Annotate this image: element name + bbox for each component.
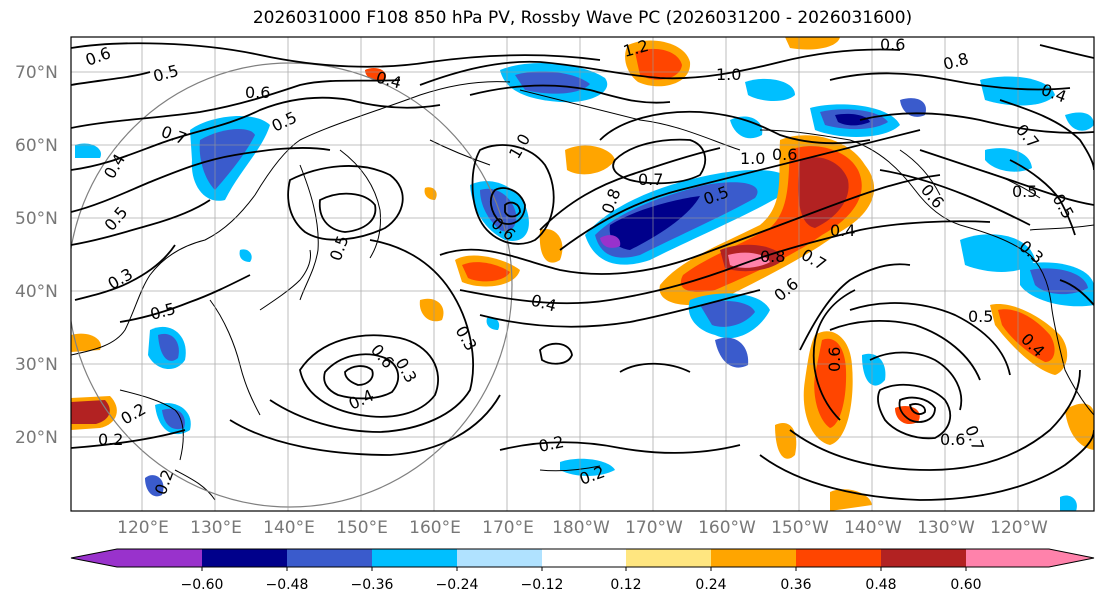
latitude-axis: 70°N 60°N 50°N 40°N 30°N 20°N [15,63,58,448]
colorbar-outline [70,548,1095,568]
contour-label: 0.4 [830,221,855,240]
contour-label: 0.7 [638,170,663,189]
colorbar-tick-label: 0.48 [865,577,896,593]
colorbar-high-arrow [1049,549,1094,567]
contour-label: 0.2 [98,430,123,449]
lon-label: 120°E [117,518,169,538]
colorbar-tick-label: −0.24 [436,577,479,593]
contour-label: 0.2 [537,432,566,456]
lat-label: 30°N [15,355,58,375]
gridlines [71,37,1094,511]
colorbar-tick-label: 0.60 [950,577,981,593]
lon-label: 170°W [625,518,683,538]
contour-label: 0.6 [245,83,270,102]
colorbar-tick-label: −0.36 [351,577,394,593]
colorbar: −0.60 −0.48 −0.36 −0.24 −0.12 0.12 0.24 … [70,548,1095,593]
colorbar-tick-label: 0.12 [610,577,641,593]
colorbar-swatch [796,549,881,567]
contour-label: 0.6 [772,145,797,164]
lon-label: 150°E [336,518,388,538]
lat-label: 70°N [15,63,58,83]
colorbar-swatch [881,549,966,567]
lat-label: 40°N [15,282,58,302]
colorbar-swatch [457,549,542,567]
lon-label: 150°W [771,518,829,538]
lon-label: 170°E [482,518,534,538]
colorbar-swatch [626,549,711,567]
contour-label: 0.6 [825,347,844,372]
colorbar-swatch [966,549,1049,567]
colorbar-tick-label: −0.60 [181,577,224,593]
lon-label: 180°W [552,518,610,538]
lat-label: 50°N [15,209,58,229]
projection-circle [71,62,513,508]
contour-label: 1.0 [740,149,765,168]
contour-label: 1.2 [621,36,651,61]
colorbar-swatch [372,549,457,567]
coastlines [71,81,1094,501]
colorbar-swatch [287,549,372,567]
colorbar-swatch [711,549,796,567]
map-title: 2026031000 F108 850 hPa PV, Rossby Wave … [252,8,913,28]
colorbar-swatch [117,549,202,567]
lon-label: 160°W [698,518,756,538]
colorbar-swatch [202,549,287,567]
map-frame [70,36,1095,512]
colorbar-low-arrow [71,549,117,567]
colorbar-tick-label: 0.24 [695,577,726,593]
lat-label: 20°N [15,428,58,448]
lat-label: 60°N [15,136,58,156]
longitude-axis: 120°E 130°E 140°E 150°E 160°E 170°E 180°… [117,518,1048,538]
colorbar-swatch [542,549,626,567]
contour-label: 1.0 [716,65,741,84]
colorbar-tick-label: −0.12 [521,577,564,593]
lon-label: 160°E [409,518,461,538]
contour-label: 0.6 [940,430,965,449]
lon-label: 120°W [990,518,1048,538]
pv-contours [71,42,1094,501]
colorbar-tick-label: −0.48 [266,577,309,593]
lon-label: 140°W [844,518,902,538]
lon-label: 130°W [917,518,975,538]
contour-label: 0.6 [880,35,905,54]
contour-label: 0.8 [760,247,785,266]
colorbar-tick-label: 0.36 [780,577,811,593]
contour-label: 0.5 [1012,182,1037,201]
lon-label: 130°E [190,518,242,538]
lon-label: 140°E [263,518,315,538]
contour-label: 0.5 [968,307,993,326]
